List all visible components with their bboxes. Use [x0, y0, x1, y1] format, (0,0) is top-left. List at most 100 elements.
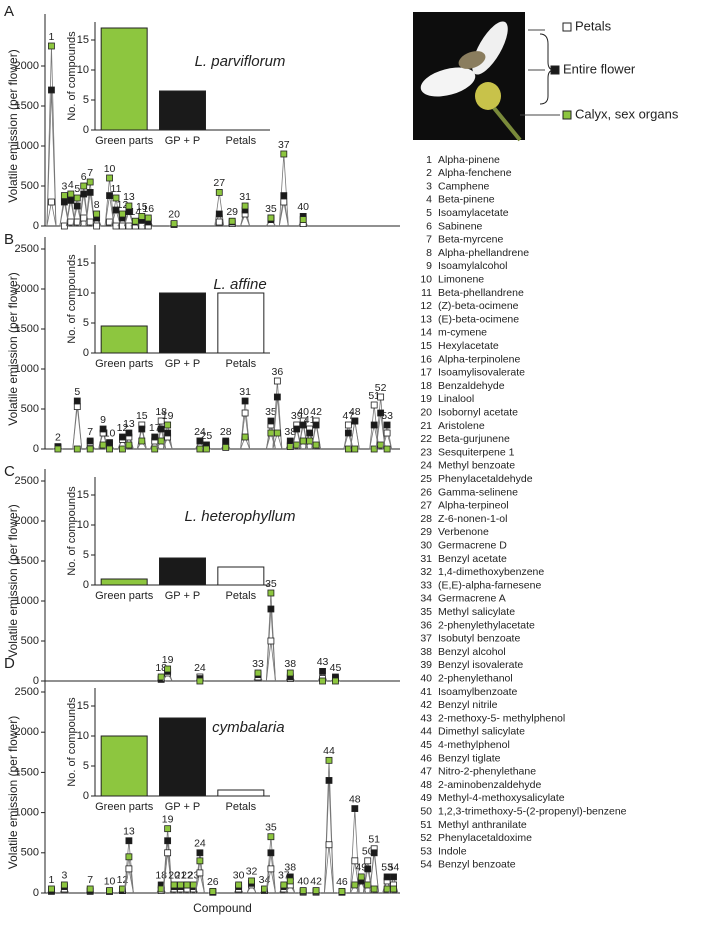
peak-label: 23 [188, 870, 200, 882]
inset-category: Green parts [95, 590, 154, 602]
peak-label: 44 [323, 745, 335, 757]
compound-name: Indole [438, 845, 467, 857]
compound-name: (Z)-beta-ocimene [438, 300, 519, 312]
compound-name: Alpha-terpineol [438, 500, 509, 512]
compound-name: Isoamylalcohol [438, 260, 507, 272]
y-tick-label: 2000 [15, 515, 39, 527]
inset-y-tick-label: 15 [77, 489, 89, 501]
compound-number: 43 [420, 712, 432, 724]
data-point [370, 401, 378, 409]
peak-label: 19 [162, 654, 174, 666]
data-point [344, 429, 352, 437]
compound-name: Sabinene [438, 220, 483, 232]
peak-label: 40 [297, 406, 309, 418]
compound-number: 47 [420, 766, 432, 778]
inset-y-tick-label: 0 [83, 347, 89, 359]
y-axis-label: Volatile emission (per flower) [6, 49, 20, 202]
data-point [164, 665, 172, 673]
species-title: L. affine [213, 276, 266, 293]
y-tick-label: 0 [33, 443, 39, 455]
data-point [157, 437, 165, 445]
compound-name: Benzyl acetate [438, 553, 507, 565]
peak-label: 31 [239, 386, 251, 398]
data-point [73, 403, 81, 411]
data-point [177, 881, 184, 889]
peak-label: 42 [310, 406, 322, 418]
data-point [215, 188, 223, 196]
data-point [202, 445, 210, 453]
compound-number: 25 [420, 473, 432, 485]
compound-name: 1,4-dimethoxybenzene [438, 566, 544, 578]
data-point [222, 437, 230, 445]
inset-category: GP + P [165, 135, 201, 147]
data-point [370, 421, 378, 429]
peak-label: 24 [194, 838, 206, 850]
data-point [125, 853, 133, 861]
compound-name: Linalool [438, 393, 474, 405]
compound-number: 42 [420, 699, 432, 711]
compound-name: Isoamylbenzoate [438, 686, 518, 698]
inset-y-label: No. of compounds [66, 254, 78, 344]
data-point [138, 437, 146, 445]
data-point [106, 192, 113, 200]
compound-number: 5 [426, 207, 432, 219]
peak-label: 10 [104, 427, 116, 439]
data-point [241, 433, 249, 441]
data-point [196, 849, 204, 857]
compound-number: 7 [426, 234, 432, 246]
compound-number: 53 [420, 845, 432, 857]
data-point [299, 216, 307, 224]
peak-label: 6 [81, 171, 87, 183]
compound-number: 6 [426, 220, 432, 232]
peak-label: 12 [117, 874, 129, 886]
calyx [475, 82, 501, 110]
y-tick-label: 1500 [15, 766, 39, 778]
data-point [299, 887, 307, 894]
data-point [80, 214, 88, 222]
y-tick-label: 2000 [15, 283, 39, 295]
compound-number: 28 [420, 513, 432, 525]
peak-label: 21 [175, 870, 187, 882]
data-point [86, 218, 94, 226]
inset-bar [217, 292, 265, 354]
compound-name: 1,2,3-trimethoxy-5-(2-propenyl)-benzene [438, 805, 627, 817]
peak-label: 34 [259, 874, 271, 886]
y-axis-label: Volatile emission (per flower) [6, 272, 20, 425]
data-point [267, 605, 275, 613]
data-point [267, 214, 275, 222]
peak-label: 25 [201, 430, 213, 442]
peak-label: 15 [136, 410, 148, 422]
y-tick-label: 500 [21, 847, 39, 859]
compound-name: m-cymene [438, 327, 487, 339]
peak-label: 38 [284, 862, 296, 874]
data-point [364, 865, 372, 873]
legend-label: Calyx, sex organs [575, 106, 679, 121]
data-point [73, 397, 81, 405]
data-point [390, 873, 397, 881]
compound-number: 41 [420, 686, 432, 698]
data-point [119, 210, 126, 218]
inset-y-tick-label: 10 [77, 519, 89, 531]
data-point [196, 869, 204, 877]
peak-label: 7 [87, 874, 93, 886]
peak-label: 7 [87, 426, 93, 438]
inset-y-tick-label: 5 [83, 760, 89, 772]
compound-name: Verbenone [438, 526, 489, 538]
peak-label: 12 [117, 199, 129, 211]
peak-label: 7 [87, 167, 93, 179]
compound-name: 2-phenylethylacetate [438, 619, 535, 631]
data-point [286, 877, 294, 885]
peak-label: 46 [336, 876, 348, 888]
inset-y-tick-label: 0 [83, 790, 89, 802]
y-tick-label: 500 [21, 180, 39, 192]
data-point [119, 433, 126, 441]
data-point [112, 194, 120, 202]
data-point [106, 887, 113, 894]
compound-number: 36 [420, 619, 432, 631]
compound-name: Phenylacetaldoxime [438, 832, 532, 844]
data-point [60, 881, 68, 889]
compound-name: Methyl salicylate [438, 606, 515, 618]
data-point [325, 756, 333, 764]
peak-label: 38 [284, 658, 296, 670]
compound-name: Nitro-2-phenylethane [438, 766, 536, 778]
